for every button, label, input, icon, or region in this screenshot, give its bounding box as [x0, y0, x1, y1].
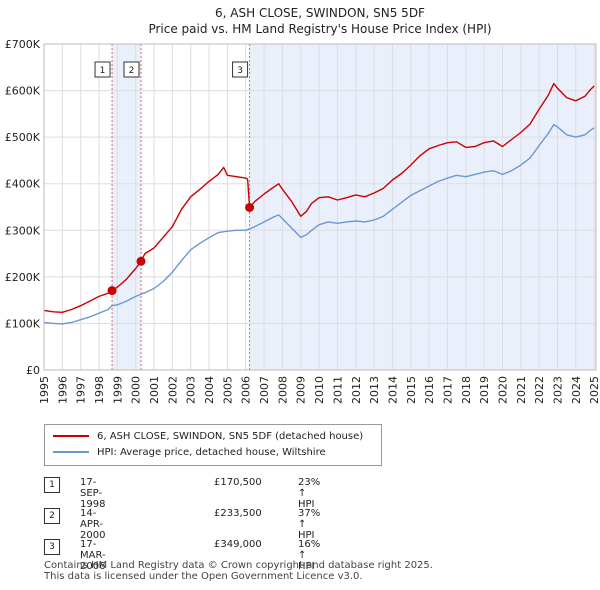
transaction-number: 1	[44, 477, 60, 493]
x-tick-label: 2003	[185, 376, 198, 404]
transaction-date: 14-APR-2000	[80, 508, 106, 541]
x-tick-label: 2017	[441, 376, 454, 404]
grid	[43, 43, 596, 371]
x-tick-label: 2016	[423, 376, 436, 404]
shaded-period	[249, 44, 596, 370]
y-tick-label: £700K	[5, 38, 41, 51]
transaction-price: £233,500	[214, 508, 262, 519]
x-tick-label: 2021	[515, 376, 528, 404]
x-tick-label: 2020	[496, 376, 509, 404]
transaction-label: 1	[100, 66, 106, 76]
legend-swatch-hpi	[53, 451, 89, 453]
x-tick-label: 2004	[203, 376, 216, 404]
legend-label-hpi: HPI: Average price, detached house, Wilt…	[97, 447, 326, 458]
axes: £0 £100K £200K £300K £400K £500K £600K £700K 199…	[5, 38, 600, 404]
x-tick-label: 2010	[313, 376, 326, 404]
chart-subtitle: Price paid vs. HM Land Registry's House …	[148, 22, 491, 36]
x-tick-label: 2001	[148, 376, 161, 404]
y-tick-label: £400K	[5, 178, 41, 191]
x-tick-label: 2005	[221, 376, 234, 404]
x-tick-label: 1995	[38, 376, 51, 404]
transaction-price: £349,000	[214, 539, 262, 550]
y-tick-label: £100K	[5, 317, 41, 330]
transaction-date: 17-MAR-2006	[80, 539, 106, 572]
transaction-date: 17-SEP-1998	[80, 477, 106, 510]
transaction-label: 2	[129, 66, 135, 76]
x-tick-label: 2012	[350, 376, 363, 404]
legend-label-property: 6, ASH CLOSE, SWINDON, SN5 5DF (detached…	[97, 431, 364, 442]
shaded-periods	[44, 44, 596, 370]
x-tick-label: 2009	[295, 376, 308, 404]
x-tick-label: 1998	[93, 376, 106, 404]
series-line-hpi	[43, 123, 595, 325]
x-tick-label: 2006	[240, 376, 253, 404]
x-tick-label: 2013	[368, 376, 381, 404]
y-tick-label: £300K	[5, 224, 41, 237]
legend-item-hpi: HPI: Average price, detached house, Wilt…	[53, 445, 326, 461]
x-tick-label: 1996	[56, 376, 69, 404]
transaction-point	[136, 256, 146, 266]
x-tick-label: 1997	[75, 376, 88, 404]
x-tick-label: 2023	[551, 376, 564, 404]
x-tick-label: 2002	[166, 376, 179, 404]
x-tick-label: 2024	[570, 376, 583, 404]
y-tick-label: £500K	[5, 131, 41, 144]
transaction-hpi: 37% ↑ HPI	[298, 508, 321, 541]
transaction-markers	[107, 202, 255, 296]
transaction-label-box	[94, 61, 111, 78]
x-tick-label: 2007	[258, 376, 271, 404]
footer-licence: This data is licensed under the Open Gov…	[44, 571, 363, 582]
footer: Contains HM Land Registry data © Crown c…	[44, 560, 433, 582]
plot-frame	[43, 43, 597, 371]
y-tick-label: £600K	[5, 85, 41, 98]
x-tick-label: 2008	[276, 376, 289, 404]
shaded-period	[112, 44, 142, 370]
transaction-hpi: 16% ↑ HPI	[298, 539, 321, 572]
y-tick-label: £200K	[5, 271, 41, 284]
footer-copyright: Contains HM Land Registry data © Crown c…	[44, 560, 433, 571]
series	[43, 82, 595, 325]
x-tick-label: 2019	[478, 376, 491, 404]
x-tick-label: 1999	[111, 376, 124, 404]
transaction-point	[107, 286, 117, 296]
x-tick-label: 2014	[386, 376, 399, 404]
transaction-label-box	[123, 61, 140, 78]
transaction-lines: 1 2 3	[94, 44, 251, 370]
series-line-property	[43, 82, 595, 313]
chart-title: 6, ASH CLOSE, SWINDON, SN5 5DF	[215, 6, 425, 20]
transaction-number: 2	[44, 508, 60, 524]
transaction-label: 3	[237, 66, 243, 76]
x-tick-label: 2015	[405, 376, 418, 404]
transaction-number: 3	[44, 539, 60, 555]
x-tick-label: 2000	[130, 376, 143, 404]
legend: 6, ASH CLOSE, SWINDON, SN5 5DF (detached…	[44, 424, 382, 466]
legend-swatch-property	[53, 435, 89, 437]
y-tick-label: £0	[26, 364, 40, 377]
transaction-point	[245, 202, 255, 212]
transaction-hpi: 23% ↑ HPI	[298, 477, 321, 510]
x-tick-label: 2018	[460, 376, 473, 404]
x-tick-label: 2022	[533, 376, 546, 404]
transaction-price: £170,500	[214, 477, 262, 488]
transaction-label-box	[232, 61, 249, 78]
x-tick-label: 2025	[588, 376, 600, 404]
legend-item-property: 6, ASH CLOSE, SWINDON, SN5 5DF (detached…	[53, 429, 363, 445]
price-chart: 6, ASH CLOSE, SWINDON, SN5 5DF Price pai…	[5, 6, 600, 404]
x-tick-label: 2011	[331, 376, 344, 404]
